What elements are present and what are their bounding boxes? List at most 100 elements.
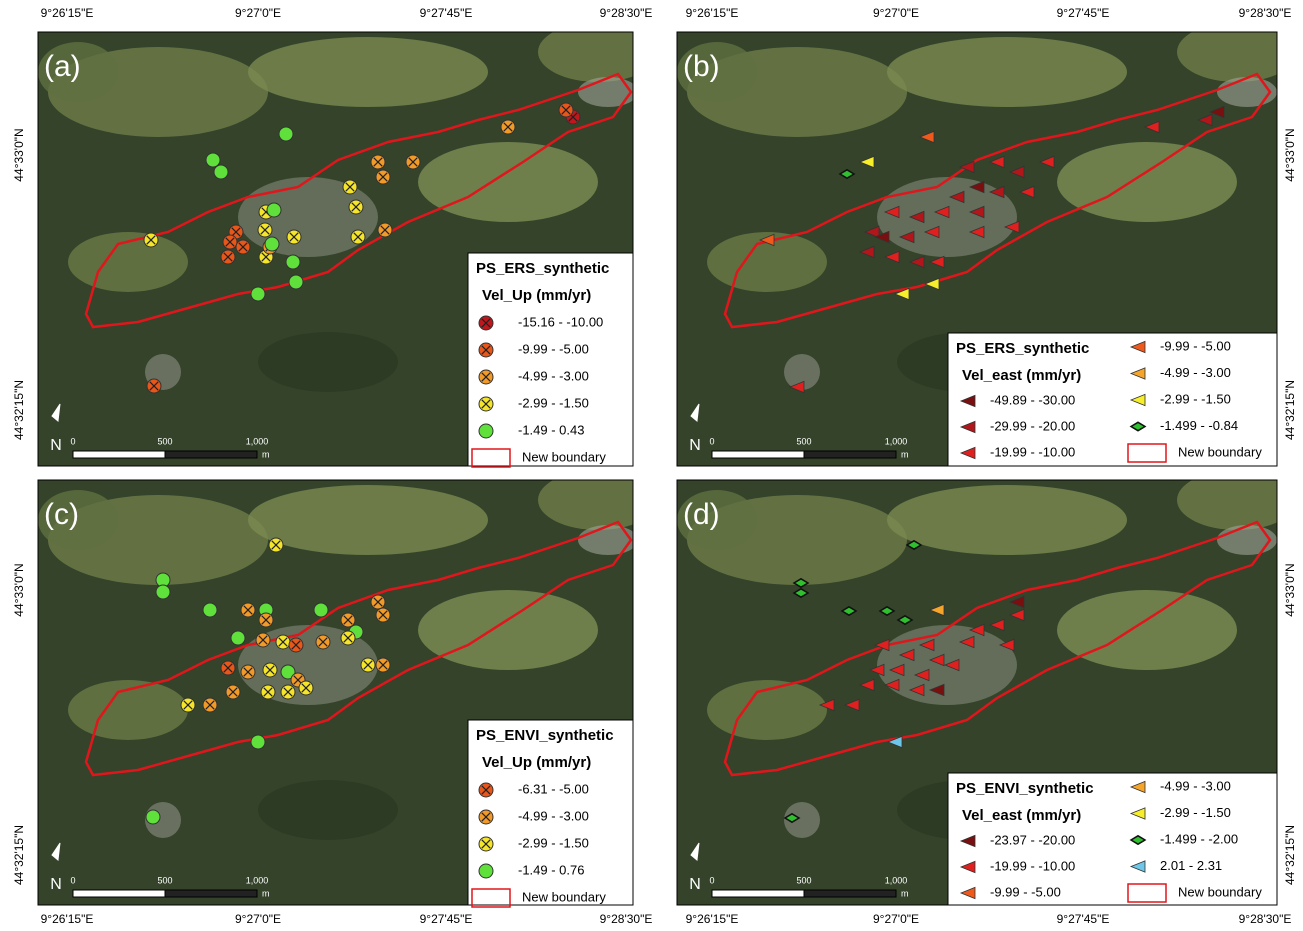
field xyxy=(1177,470,1297,530)
scale-unit: m xyxy=(901,449,909,459)
scale-label: 0 xyxy=(70,875,75,885)
lon-label: 9°27'45"E xyxy=(1057,912,1110,926)
panel-label: (d) xyxy=(683,498,720,531)
legend-label: -15.16 - -10.00 xyxy=(518,314,603,329)
lon-label: 9°27'0"E xyxy=(235,912,281,926)
town xyxy=(578,525,638,555)
marker xyxy=(146,810,160,824)
scale-label: 0 xyxy=(709,436,714,446)
lon-label: 9°26'15"E xyxy=(686,6,739,20)
marker xyxy=(479,424,493,438)
marker xyxy=(286,255,300,269)
scale-unit: m xyxy=(901,888,909,898)
scale-label: 1,000 xyxy=(246,436,269,446)
field xyxy=(248,37,488,107)
field xyxy=(1177,22,1297,82)
legend-label: New boundary xyxy=(522,449,606,464)
town xyxy=(1217,525,1277,555)
marker xyxy=(251,735,265,749)
marker xyxy=(206,153,220,167)
lon-label: 9°27'45"E xyxy=(420,912,473,926)
lat-label: 44°32'15"N xyxy=(1283,825,1297,885)
lon-label: 9°28'30"E xyxy=(600,6,653,20)
scale-bar xyxy=(712,451,804,458)
lon-label: 9°27'45"E xyxy=(1057,6,1110,20)
lon-label: 9°27'0"E xyxy=(873,912,919,926)
lat-label: 44°33'0"N xyxy=(1283,563,1297,616)
field xyxy=(258,780,398,840)
field xyxy=(418,590,598,670)
legend-label: -2.99 - -1.50 xyxy=(518,395,589,410)
lat-label: 44°33'0"N xyxy=(12,128,26,181)
legend-label: -6.31 - -5.00 xyxy=(518,781,589,796)
marker xyxy=(214,165,228,179)
field xyxy=(418,142,598,222)
lon-label: 9°28'30"E xyxy=(1239,6,1292,20)
marker xyxy=(479,864,493,878)
scale-bar xyxy=(165,890,257,897)
legend-title: PS_ENVI_synthetic xyxy=(476,727,614,744)
lon-label: 9°26'15"E xyxy=(41,912,94,926)
legend-subtitle: Vel_east (mm/yr) xyxy=(962,367,1081,384)
lon-label: 9°27'0"E xyxy=(873,6,919,20)
lon-label: 9°28'30"E xyxy=(1239,912,1292,926)
legend-label: -2.99 - -1.50 xyxy=(1160,391,1231,406)
marker xyxy=(156,585,170,599)
legend-subtitle: Vel_east (mm/yr) xyxy=(962,807,1081,824)
legend-label: 2.01 - 2.31 xyxy=(1160,858,1222,873)
legend-label: -9.99 - -5.00 xyxy=(518,341,589,356)
legend-label: -1.499 - -0.84 xyxy=(1160,418,1238,433)
legend-label: -1.49 - 0.76 xyxy=(518,862,585,877)
north-label: N xyxy=(50,437,62,454)
lat-label: 44°32'15"N xyxy=(1283,380,1297,440)
lon-label: 9°28'30"E xyxy=(600,912,653,926)
panel-label: (b) xyxy=(683,50,720,83)
north-label: N xyxy=(50,876,62,893)
legend-subtitle: Vel_Up (mm/yr) xyxy=(482,287,591,304)
lat-label: 44°33'0"N xyxy=(1283,128,1297,181)
legend-label: -19.99 - -10.00 xyxy=(990,444,1075,459)
legend-label: New boundary xyxy=(522,889,606,904)
legend: PS_ERS_syntheticVel_Up (mm/yr)-15.16 - -… xyxy=(468,253,633,467)
legend-label: -19.99 - -10.00 xyxy=(990,858,1075,873)
panel-label: (a) xyxy=(44,50,81,83)
lon-label: 9°26'15"E xyxy=(686,912,739,926)
scale-label: 0 xyxy=(709,875,714,885)
legend-label: -49.89 - -30.00 xyxy=(990,392,1075,407)
legend: PS_ENVI_synthetic Vel_east (mm/yr) -23.97 … xyxy=(948,773,1277,905)
scale-label: 0 xyxy=(70,436,75,446)
legend-label: -4.99 - -3.00 xyxy=(1160,778,1231,793)
panel-label: (c) xyxy=(44,498,79,531)
field xyxy=(887,485,1127,555)
marker xyxy=(267,203,281,217)
north-label: N xyxy=(689,437,701,454)
map-panel: (b)N05001,000mPS_ERS_syntheticVel_east (… xyxy=(677,22,1297,466)
legend-label: -29.99 - -20.00 xyxy=(990,418,1075,433)
scale-unit: m xyxy=(262,888,270,898)
field xyxy=(538,22,658,82)
legend-label: -23.97 - -20.00 xyxy=(990,832,1075,847)
scale-label: 500 xyxy=(157,436,172,446)
field xyxy=(538,470,658,530)
scale-label: 500 xyxy=(157,875,172,885)
legend-label: New boundary xyxy=(1178,884,1262,899)
map-panel: (d)N05001,000mPS_ENVI_syntheticVel_east … xyxy=(677,470,1297,905)
legend-title: PS_ENVI_synthetic xyxy=(956,780,1094,797)
town xyxy=(578,77,638,107)
scale-label: 1,000 xyxy=(885,436,908,446)
legend-label: -1.499 - -2.00 xyxy=(1160,831,1238,846)
town xyxy=(1217,77,1277,107)
field xyxy=(1057,590,1237,670)
scale-label: 500 xyxy=(796,875,811,885)
lon-label: 9°27'45"E xyxy=(420,6,473,20)
north-label: N xyxy=(689,876,701,893)
legend-label: -4.99 - -3.00 xyxy=(518,368,589,383)
lat-label: 44°32'15"N xyxy=(12,825,26,885)
scale-unit: m xyxy=(262,449,270,459)
marker xyxy=(203,603,217,617)
marker xyxy=(289,275,303,289)
field xyxy=(248,485,488,555)
field xyxy=(258,332,398,392)
marker xyxy=(279,127,293,141)
scale-label: 500 xyxy=(796,436,811,446)
